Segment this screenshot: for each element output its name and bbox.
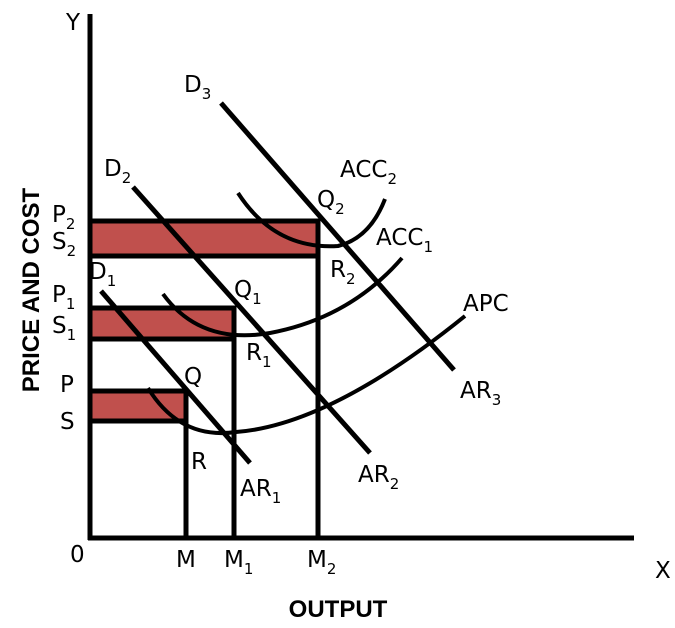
- ar-label-3: AR3: [460, 378, 501, 409]
- x-axis-title: OUTPUT: [289, 596, 388, 623]
- price-label-p: P: [60, 372, 74, 398]
- point-label-q1: Q1: [234, 277, 262, 308]
- acc1-label: ACC1: [376, 225, 433, 256]
- output-label-m1: M1: [224, 547, 253, 578]
- ar-label-2: AR2: [358, 462, 399, 493]
- profit-area-1: [87, 305, 237, 342]
- point-label-q2: Q2: [317, 187, 345, 218]
- price-label-p1: P1: [52, 282, 75, 313]
- cost-label-s2: S2: [52, 229, 76, 260]
- demand-label-d3: D3: [184, 72, 211, 103]
- y-axis-letter: Y: [65, 10, 81, 36]
- cost-label-s: S: [60, 409, 75, 435]
- origin-label: 0: [70, 542, 85, 568]
- apc-label: APC: [463, 291, 509, 317]
- output-label-m: M: [176, 547, 196, 573]
- demand-line-d3: [219, 101, 456, 372]
- apc-curve: [146, 314, 467, 435]
- price-label-p2: P2: [52, 202, 75, 233]
- x-axis-letter: X: [655, 558, 671, 584]
- point-label-r: R: [191, 449, 207, 475]
- demand-line-d2: [131, 185, 372, 455]
- point-label-q: Q: [184, 364, 202, 390]
- acc2-curve: [236, 191, 387, 249]
- cost-label-s1: S1: [52, 313, 76, 344]
- demand-label-d1: D1: [89, 259, 116, 290]
- profit-area-2: [87, 218, 321, 259]
- demand-label-d2: D2: [104, 156, 131, 187]
- acc1-curve: [161, 256, 404, 338]
- y-axis-title: PRICE AND COST: [18, 187, 45, 392]
- point-label-r1: R1: [246, 340, 272, 371]
- acc2-label: ACC2: [340, 157, 397, 188]
- output-label-m2: M2: [307, 547, 336, 578]
- point-label-r2: R2: [330, 257, 356, 288]
- ar-label-1: AR1: [240, 476, 281, 507]
